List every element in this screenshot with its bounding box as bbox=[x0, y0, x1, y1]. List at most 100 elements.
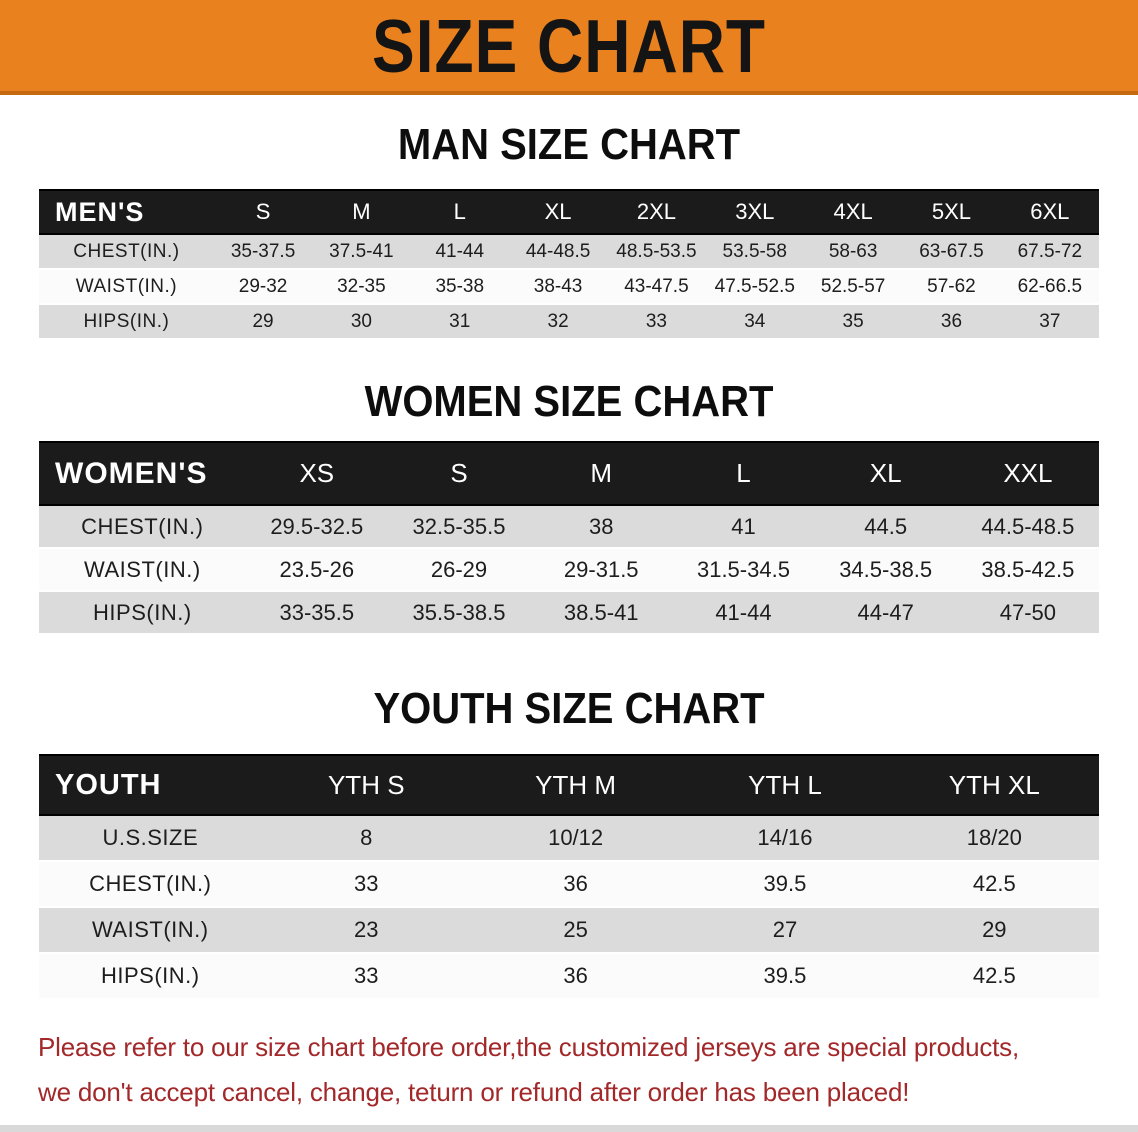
measurement-value: 29-31.5 bbox=[563, 556, 639, 582]
measurement-value: 44-48.5 bbox=[525, 240, 591, 262]
measurement-row: HIPS(IN.) 29 30 31 32 33 34 35 36 37 bbox=[39, 304, 1099, 339]
group-label: MEN'S bbox=[39, 189, 214, 235]
measurement-value: 31.5-34.5 bbox=[696, 556, 790, 582]
measurement-value: 26-29 bbox=[430, 556, 488, 582]
size-column-header: L bbox=[672, 441, 815, 506]
measurement-value: 44-47 bbox=[857, 599, 914, 625]
measurement-row: CHEST(IN.) 29.5-32.5 32.5-35.5 38 41 44.5 44.5… bbox=[39, 505, 1099, 548]
size-column-header: YTH S bbox=[261, 754, 471, 816]
measurement-value: 27 bbox=[772, 917, 798, 942]
measurement-value: 35-38 bbox=[435, 275, 485, 297]
measurement-value: 34.5-38.5 bbox=[839, 556, 933, 582]
size-column-header: XL bbox=[814, 441, 957, 506]
measurement-value: 53.5-58 bbox=[722, 240, 787, 262]
measurement-value: 43-47.5 bbox=[624, 275, 689, 297]
measurement-value: 8 bbox=[360, 825, 373, 850]
measurement-value: 41-44 bbox=[715, 599, 772, 625]
measurement-value: 29-32 bbox=[238, 275, 288, 297]
size-header-row: WOMEN'S XS S M L XL XXL bbox=[39, 441, 1099, 506]
measurement-row: CHEST(IN.) 33 36 39.5 42.5 bbox=[39, 861, 1099, 907]
measurement-value: 30 bbox=[350, 310, 372, 332]
size-column-header: L bbox=[410, 189, 509, 235]
measurement-value: 38.5-41 bbox=[563, 599, 639, 625]
measurement-row: WAIST(IN.) 23 25 27 29 bbox=[39, 907, 1099, 953]
measurement-value: 32.5-35.5 bbox=[412, 513, 506, 539]
measurement-row: WAIST(IN.) 29-32 32-35 35-38 38-43 43-47.5 47.… bbox=[39, 269, 1099, 304]
measurement-value: 32-35 bbox=[337, 275, 386, 297]
measurement-label: HIPS(IN.) bbox=[83, 310, 170, 332]
size-column-header: 2XL bbox=[607, 189, 706, 235]
disclaimer-line-1: Please refer to our size chart before or… bbox=[38, 1032, 1020, 1062]
measurement-label: CHEST(IN.) bbox=[73, 240, 180, 262]
women-size-table: WOMEN'S XS S M L XL XXL CHEST(IN.) 29.5-32.5 32.5… bbox=[39, 441, 1099, 635]
measurement-value: 36 bbox=[940, 310, 963, 332]
size-column-header: S bbox=[213, 189, 313, 235]
measurement-value: 39.5 bbox=[763, 871, 807, 896]
measurement-value: 38-43 bbox=[533, 275, 583, 297]
measurement-value: 29 bbox=[982, 917, 1007, 942]
measurement-value: 18/20 bbox=[966, 825, 1022, 850]
measurement-label: HIPS(IN.) bbox=[93, 599, 192, 625]
size-column-header: XXL bbox=[956, 441, 1099, 506]
measurement-value: 44.5 bbox=[864, 513, 908, 539]
measurement-value: 29 bbox=[252, 310, 274, 332]
measurement-value: 42.5 bbox=[972, 963, 1016, 988]
measurement-row: U.S.SIZE 8 10/12 14/16 18/20 bbox=[39, 815, 1099, 861]
size-column-header: YTH L bbox=[680, 754, 890, 816]
measurement-value: 33 bbox=[354, 871, 379, 896]
measurement-value: 62-66.5 bbox=[1017, 275, 1083, 297]
measurement-value: 37 bbox=[1039, 310, 1061, 332]
disclaimer-line-2: we don't accept cancel, change, teturn o… bbox=[38, 1077, 910, 1107]
page-title: SIZE CHART bbox=[372, 3, 766, 88]
measurement-value: 58-63 bbox=[828, 240, 878, 262]
measurement-value: 35 bbox=[842, 310, 864, 332]
measurement-value: 47.5-52.5 bbox=[714, 275, 795, 297]
youth-section-title: YOUTH SIZE CHART bbox=[373, 685, 765, 733]
measurement-value: 32 bbox=[547, 310, 569, 332]
measurement-value: 14/16 bbox=[757, 825, 813, 850]
measurement-value: 33-35.5 bbox=[279, 599, 355, 625]
measurement-label: WAIST(IN.) bbox=[75, 275, 178, 297]
size-column-header: YTH M bbox=[470, 754, 681, 816]
section-women: WOMEN SIZE CHART WOMEN'S XS S M L XL XXL CHEST(… bbox=[0, 378, 1138, 635]
size-column-header: XL bbox=[508, 189, 608, 235]
measurement-value: 10/12 bbox=[548, 825, 604, 850]
section-youth: YOUTH SIZE CHART YOUTH YTH S YTH M YTH L YTH… bbox=[0, 685, 1138, 1000]
size-column-header: YTH XL bbox=[889, 754, 1099, 816]
measurement-value: 29.5-32.5 bbox=[270, 513, 364, 539]
measurement-value: 38.5-42.5 bbox=[981, 556, 1075, 582]
measurement-value: 52.5-57 bbox=[820, 275, 886, 297]
measurement-row: WAIST(IN.) 23.5-26 26-29 29-31.5 31.5-34.5 34… bbox=[39, 548, 1099, 591]
measurement-value: 23.5-26 bbox=[279, 556, 355, 582]
measurement-row: HIPS(IN.) 33 36 39.5 42.5 bbox=[39, 953, 1099, 999]
measurement-label: CHEST(IN.) bbox=[89, 871, 212, 896]
size-column-header: 4XL bbox=[803, 189, 903, 235]
measurement-value: 33 bbox=[354, 963, 379, 988]
size-column-header: M bbox=[530, 441, 673, 506]
measurement-value: 35-37.5 bbox=[230, 240, 296, 262]
measurement-value: 33 bbox=[645, 310, 667, 332]
disclaimer: Please refer to our size chart before or… bbox=[0, 1025, 1138, 1115]
size-column-header: XS bbox=[245, 441, 388, 506]
measurement-value: 42.5 bbox=[972, 871, 1016, 896]
banner: SIZE CHART bbox=[0, 0, 1138, 95]
youth-size-table: YOUTH YTH S YTH M YTH L YTH XL U.S.SIZE 8 10/12… bbox=[39, 754, 1099, 1000]
measurement-value: 39.5 bbox=[763, 963, 807, 988]
size-header-row: MEN'S S M L XL 2XL 3XL 4XL 5XL 6XL bbox=[39, 189, 1099, 235]
measurement-value: 25 bbox=[563, 917, 588, 942]
size-column-header: 5XL bbox=[902, 189, 1001, 235]
measurement-value: 44.5-48.5 bbox=[981, 513, 1075, 539]
measurement-value: 48.5-53.5 bbox=[616, 240, 697, 262]
size-column-header: S bbox=[387, 441, 531, 506]
measurement-value: 38 bbox=[588, 513, 614, 539]
measurement-value: 36 bbox=[563, 963, 588, 988]
measurement-value: 63-67.5 bbox=[919, 240, 984, 262]
group-label: YOUTH bbox=[39, 754, 262, 816]
section-men: MAN SIZE CHART MEN'S S M L XL 2XL 3XL 4XL 5XL 6XL… bbox=[0, 121, 1138, 340]
measurement-value: 67.5-72 bbox=[1017, 240, 1083, 262]
size-header-row: YOUTH YTH S YTH M YTH L YTH XL bbox=[39, 754, 1099, 816]
measurement-value: 36 bbox=[563, 871, 588, 896]
measurement-value: 34 bbox=[744, 310, 766, 332]
measurement-value: 41 bbox=[731, 513, 756, 539]
